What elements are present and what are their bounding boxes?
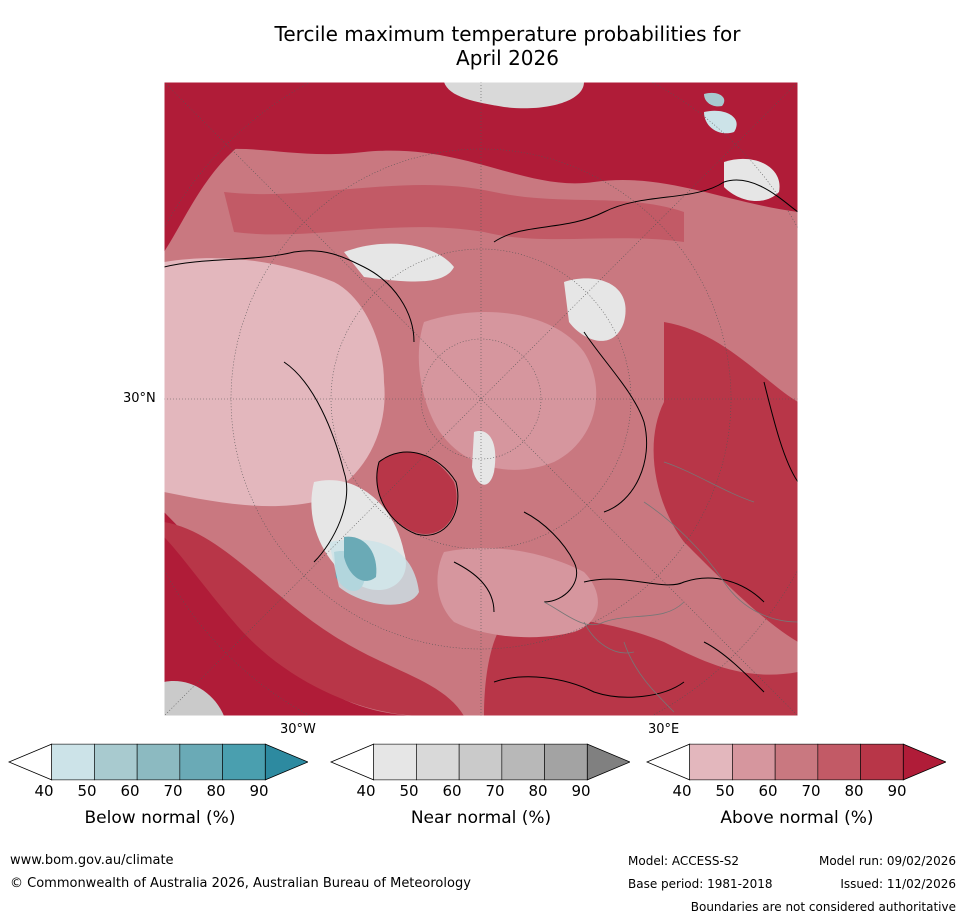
title-line-1: Tercile maximum temperature probabilitie… bbox=[274, 22, 741, 46]
footer-model: Model: ACCESS-S2 bbox=[628, 854, 740, 868]
colorbar-tick-label: 80 bbox=[528, 782, 548, 800]
colorbar-tick-label: 50 bbox=[399, 782, 419, 800]
probability-map bbox=[164, 82, 798, 716]
near-normal-siberia bbox=[724, 158, 780, 202]
colorbar-ticks-below: 40 50 60 70 80 90 bbox=[34, 782, 304, 802]
title-line-2: April 2026 bbox=[456, 46, 559, 70]
colorbar-segment bbox=[860, 743, 904, 781]
region-north-america bbox=[164, 258, 385, 507]
colorbar-segment bbox=[373, 743, 417, 781]
colorbar-tick-label: 40 bbox=[34, 782, 54, 800]
graticule bbox=[164, 82, 798, 716]
colorbar-extend-high bbox=[586, 743, 630, 781]
colorbar-segment bbox=[544, 743, 588, 781]
colorbar-ticks-above: 40 50 60 70 80 90 bbox=[672, 782, 942, 802]
colorbar-extend-low bbox=[646, 743, 691, 781]
colorbar-label-below: Below normal (%) bbox=[84, 808, 236, 828]
colorbar-tick-label: 60 bbox=[442, 782, 462, 800]
near-normal-top bbox=[444, 82, 584, 109]
footer-url: www.bom.gov.au/climate bbox=[10, 853, 174, 868]
region-west-arc bbox=[164, 82, 244, 252]
colorbar-label-near: Near normal (%) bbox=[410, 808, 552, 828]
colorbar-ticks-near: 40 50 60 70 80 90 bbox=[356, 782, 626, 802]
lat-label-30n: 30°N bbox=[123, 391, 156, 406]
colorbar-near-normal bbox=[330, 743, 630, 781]
colorbar-tick-label: 50 bbox=[715, 782, 735, 800]
region-mediterranean bbox=[484, 618, 798, 716]
country-borders bbox=[543, 461, 798, 713]
colorbar-tick-label: 70 bbox=[163, 782, 183, 800]
below-normal-north bbox=[704, 92, 725, 107]
lon-label-30e: 30°E bbox=[648, 722, 680, 737]
colorbar-tick-label: 60 bbox=[120, 782, 140, 800]
colorbar-extend-low bbox=[330, 743, 375, 781]
below-normal-labrador bbox=[344, 536, 377, 581]
colorbar-tick-label: 60 bbox=[758, 782, 778, 800]
region-pacific-north bbox=[204, 82, 798, 212]
colorbar-above-normal bbox=[646, 743, 946, 781]
colorbar-tick-label: 80 bbox=[206, 782, 226, 800]
colorbar-extend-high bbox=[902, 743, 946, 781]
near-normal-bottom-left bbox=[164, 681, 224, 716]
region-eurasia-east bbox=[653, 322, 798, 642]
colorbar-segment bbox=[458, 743, 503, 781]
region-atlantic-2 bbox=[164, 522, 464, 716]
below-normal-pacific bbox=[704, 110, 737, 134]
near-normal-greenland-east bbox=[472, 431, 496, 485]
region-arctic-centre bbox=[418, 312, 597, 470]
chart-title: Tercile maximum temperature probabilitie… bbox=[165, 22, 850, 70]
region-europe bbox=[437, 548, 598, 638]
near-normal-arctic bbox=[564, 278, 626, 341]
footer-base-period: Base period: 1981-2018 bbox=[628, 877, 773, 891]
colorbar-segment bbox=[51, 743, 95, 781]
colorbar-segment bbox=[179, 743, 223, 781]
colorbar-segment bbox=[689, 743, 733, 781]
colorbar-tick-label: 90 bbox=[571, 782, 591, 800]
colorbar-segment bbox=[732, 743, 776, 781]
colorbar-segment bbox=[416, 743, 460, 781]
footer-copyright: © Commonwealth of Australia 2026, Austra… bbox=[10, 876, 471, 891]
coastlines bbox=[164, 179, 798, 698]
region-atlantic bbox=[164, 512, 424, 716]
region-greenland bbox=[376, 451, 457, 534]
colorbar-segment bbox=[501, 743, 545, 781]
near-normal-alaska bbox=[344, 243, 454, 282]
colorbar-segment bbox=[774, 743, 819, 781]
footer-disclaimer: Boundaries are not considered authoritat… bbox=[690, 900, 956, 914]
colorbar-tick-label: 80 bbox=[844, 782, 864, 800]
colorbar-segment bbox=[94, 743, 138, 781]
footer-issued: Issued: 11/02/2026 bbox=[840, 877, 956, 891]
colorbar-tick-label: 50 bbox=[77, 782, 97, 800]
colorbar-segment bbox=[136, 743, 181, 781]
colorbar-extend-low bbox=[8, 743, 53, 781]
colorbar-label-above: Above normal (%) bbox=[720, 808, 874, 828]
colorbar-tick-label: 90 bbox=[249, 782, 269, 800]
colorbar-tick-label: 40 bbox=[672, 782, 692, 800]
colorbar-segment bbox=[222, 743, 266, 781]
colorbar-below-normal bbox=[8, 743, 308, 781]
footer-model-run: Model run: 09/02/2026 bbox=[818, 854, 956, 868]
colorbar-segment bbox=[817, 743, 861, 781]
colorbar-tick-label: 70 bbox=[801, 782, 821, 800]
colorbar-tick-label: 90 bbox=[887, 782, 907, 800]
colorbar-extend-high bbox=[264, 743, 308, 781]
region-pacific-band bbox=[224, 184, 684, 242]
lon-label-30w: 30°W bbox=[280, 722, 316, 737]
colorbar-tick-label: 70 bbox=[485, 782, 505, 800]
colorbar-tick-label: 40 bbox=[356, 782, 376, 800]
